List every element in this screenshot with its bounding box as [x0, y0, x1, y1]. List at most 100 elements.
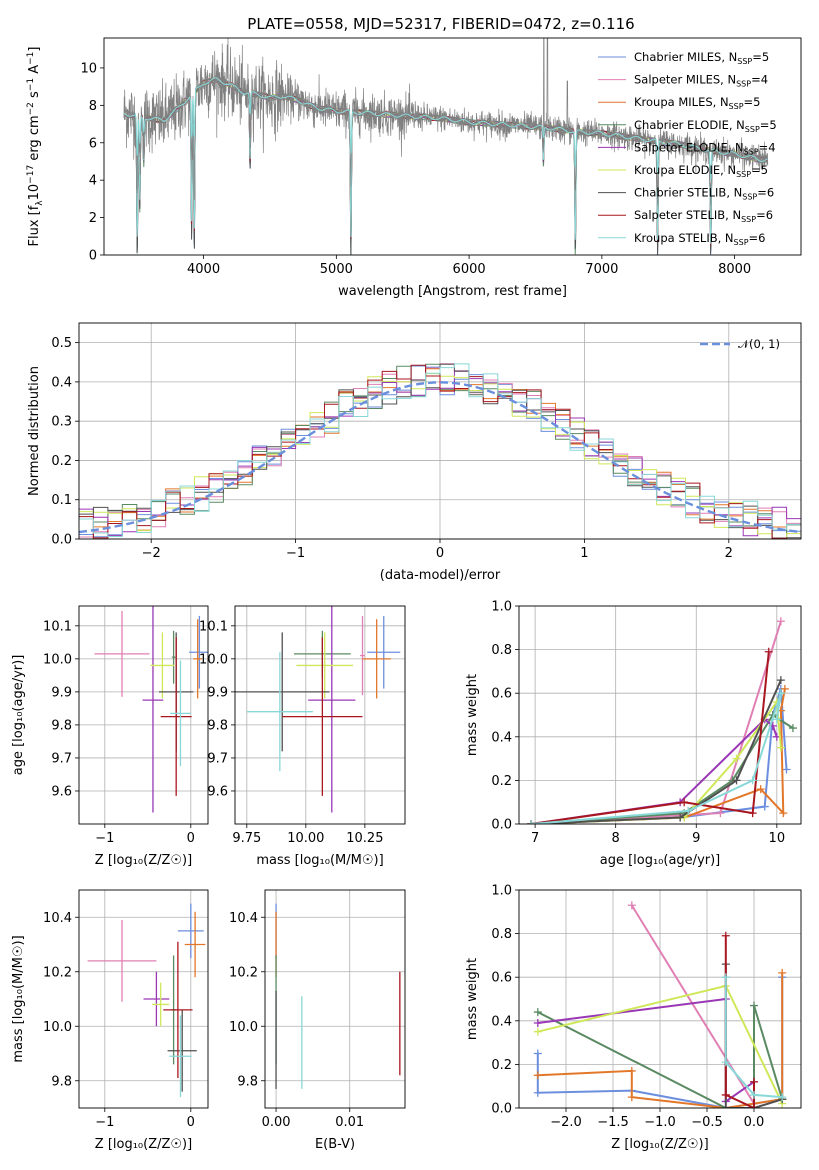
- x-tick-label: 4000: [187, 262, 220, 277]
- mass-weight-marker: [772, 715, 781, 724]
- age-vs-mass-errorbars: [235, 606, 401, 813]
- mass-weight-marker: [627, 1093, 636, 1102]
- legend-label: Chabrier STELIB, NSSP=6: [634, 186, 774, 202]
- y-axis-label: mass weight: [465, 958, 480, 1040]
- y-axis-label: age [log₁₀(age/yr)]: [11, 655, 26, 776]
- mass-vs-Z-frame: [78, 889, 209, 1109]
- x-tick-label: 8000: [718, 262, 751, 277]
- x-tick-label: 8: [612, 831, 620, 846]
- y-tick-label: 10.2: [43, 965, 72, 980]
- legend-label-sub: SSP: [736, 80, 751, 89]
- mass-weight-line: [537, 1005, 784, 1108]
- y-tick-label: 0.6: [491, 687, 512, 702]
- mass-vs-ebv-frame: [264, 889, 406, 1109]
- mass-weight-marker: [760, 802, 769, 811]
- legend-label-tail: =6: [756, 208, 773, 222]
- mass-weight-marker: [750, 1077, 758, 1086]
- mass-weight-marker: [627, 901, 636, 910]
- model-spectrum-line-top: [123, 77, 768, 181]
- legend-label-sub: SSP: [745, 125, 760, 134]
- mass-weight-marker: [732, 754, 741, 763]
- x-tick-label: 0.0: [744, 1115, 765, 1130]
- axes-age-vs-Z: −1 0 9.6 9.7 9.8 9.9 10.0 10.1 Z [log₁₀(Z/Z☉)] ag…: [11, 606, 208, 868]
- x-tick-label: 6000: [453, 262, 486, 277]
- mass-weight-line: [531, 692, 782, 824]
- axes-massweight-vs-Z: −2.0 −1.5 −1.0 −0.5 0.0 0.0 0.2 0.4 0.6 0.8 1.0 Z […: [465, 884, 801, 1152]
- mass-weight-marker: [748, 809, 757, 818]
- y-tick-label: 9.8: [207, 718, 228, 733]
- legend-label: Salpeter STELIB, NSSP=6: [634, 208, 773, 224]
- y-tick-label: 9.9: [51, 685, 72, 700]
- y-tick-label: 0.4: [51, 375, 72, 390]
- y-axis-label: Normed distribution: [27, 366, 42, 496]
- y-tick-label: 10.4: [43, 911, 72, 926]
- y-label-part: −17: [26, 165, 36, 184]
- legend-label-tail: =6: [757, 186, 774, 200]
- mass-weight-line: [537, 972, 784, 1108]
- age-vs-mass-frame: [234, 605, 406, 825]
- x-axis-label: (data-model)/error: [380, 568, 501, 583]
- mass-vs-ebv-errorbars: [275, 903, 401, 1089]
- mass-weight-marker: [676, 813, 685, 822]
- x-axis-label: mass [log₁₀(M/M☉)]: [256, 853, 383, 868]
- y-label-part: −2: [26, 102, 36, 115]
- x-axis-label: wavelength [Angstrom, rest frame]: [338, 284, 567, 299]
- mass-weight-marker: [756, 785, 765, 794]
- legend-label-normal: 𝒩(0, 1): [738, 337, 780, 351]
- x-tick-label: 10: [769, 831, 786, 846]
- axes-mass-vs-Z: −1 0 9.8 10.0 10.2 10.4 Z [log₁₀(Z/Z☉)] mass [l…: [11, 890, 208, 1152]
- residual-histogram: [79, 364, 801, 539]
- mass-weight-marker: [527, 820, 536, 824]
- mass-weight-line: [531, 620, 782, 824]
- legend-label-tail: =4: [751, 73, 768, 87]
- legend-label-sub: SSP: [737, 57, 752, 66]
- mass-weight-marker: [721, 1104, 730, 1108]
- y-tick-label: 10.1: [199, 619, 228, 634]
- mass-weight-line: [530, 651, 770, 824]
- legend-label-main: Salpeter STELIB, N: [634, 208, 741, 222]
- x-tick-label: 0.01: [335, 1115, 364, 1130]
- y-tick-label: 0.2: [491, 774, 512, 789]
- age-vs-Z-frame: [78, 605, 209, 825]
- mass-weight-marker: [778, 1093, 787, 1102]
- x-tick-label: 10.00: [287, 831, 324, 846]
- legend-label: Kroupa MILES, NSSP=5: [634, 95, 760, 111]
- residual-histograms: [79, 363, 801, 539]
- mass-weight-marker: [721, 1058, 730, 1067]
- legend-label-sub: SSP: [742, 193, 757, 202]
- y-label-part: −1: [26, 78, 36, 91]
- y-label-part: ]: [27, 47, 42, 52]
- observed-spectrum-line: [123, 38, 769, 206]
- mass-weight-marker: [684, 806, 693, 815]
- y-tick-label: 0: [89, 249, 97, 264]
- legend-label: Chabrier MILES, NSSP=5: [634, 50, 769, 66]
- y-axis-label: mass [log₁₀(M/M☉)]: [11, 935, 26, 1062]
- legend-label-sub: SSP: [729, 102, 744, 111]
- legend-label-tail: =6: [749, 231, 766, 245]
- y-tick-label: 10.0: [43, 1020, 72, 1035]
- legend-label-main: Chabrier STELIB, N: [634, 186, 742, 200]
- axes-residuals: −2 −1 0 1 2 0.0 0.1 0.2 0.3 0.4 0.5 (data-model)/er…: [27, 323, 801, 583]
- massweight-vs-age-frame: [518, 605, 802, 825]
- axes-age-vs-mass: 9.75 10.00 10.25 9.6 9.7 9.8 9.9 10.0 10.1 mass […: [199, 606, 405, 868]
- x-axis-label: Z [log₁₀(Z/Z☉)]: [611, 1137, 708, 1152]
- y-tick-label: 0.4: [491, 1014, 512, 1029]
- legend-label-tail: =5: [760, 118, 777, 132]
- x-tick-label: 7000: [585, 262, 618, 277]
- normal-reference-curve: [79, 381, 801, 534]
- mass-weight-marker: [776, 743, 785, 752]
- y-label-part: −1: [26, 52, 36, 65]
- y-tick-label: 10.4: [229, 911, 258, 926]
- figure-title: PLATE=0558, MJD=52317, FIBERID=0472, z=0…: [247, 15, 634, 33]
- massweight-vs-Z-frame: [518, 889, 802, 1109]
- y-tick-label: 9.7: [207, 751, 228, 766]
- mass-weight-marker: [533, 1071, 542, 1080]
- y-tick-label: 0.1: [51, 493, 72, 508]
- y-tick-label: 10.0: [199, 652, 228, 667]
- mass-weight-line: [531, 679, 782, 824]
- mass-weight-marker: [721, 973, 730, 982]
- y-tick-label: 10: [80, 61, 97, 76]
- residual-histogram: [79, 363, 801, 537]
- x-tick-label: 0: [436, 546, 444, 561]
- x-tick-label: 7: [531, 831, 539, 846]
